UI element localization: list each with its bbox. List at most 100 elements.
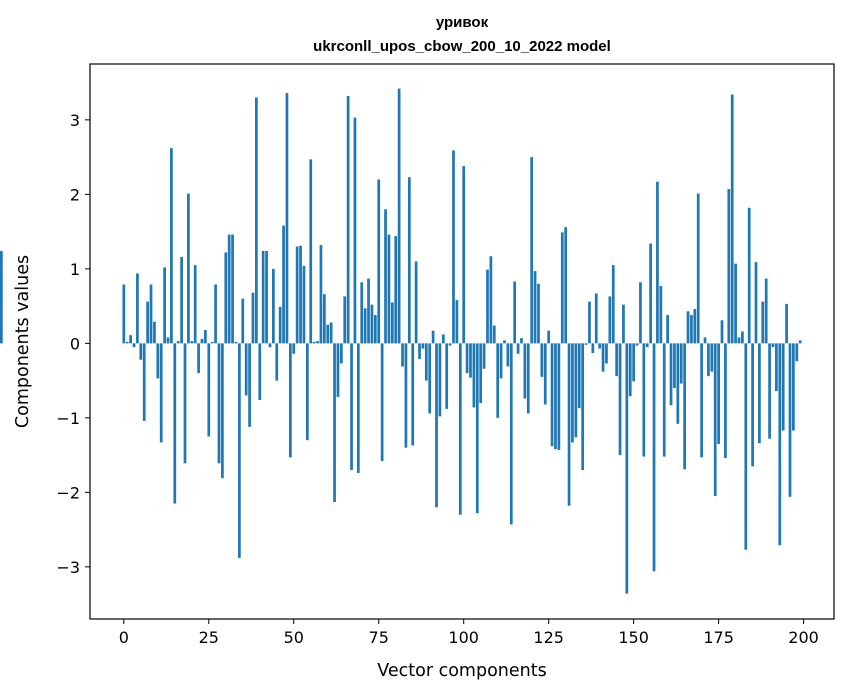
- bar-73: [370, 304, 374, 344]
- bar-152: [639, 282, 642, 344]
- bar-183: [744, 343, 748, 550]
- bar-153: [642, 343, 646, 457]
- bar-55: [309, 159, 313, 344]
- bar-19: [187, 193, 190, 344]
- plot-frame: [89, 63, 835, 620]
- bar-16: [176, 341, 180, 344]
- bar-98: [455, 300, 459, 344]
- bar-172: [707, 343, 710, 377]
- bar-161: [669, 343, 673, 406]
- bar-179: [730, 94, 734, 344]
- bar-72: [367, 278, 370, 344]
- y-tick-label: 0: [70, 334, 80, 353]
- bar-97: [452, 150, 455, 344]
- bar-60: [326, 324, 330, 344]
- x-tick-label: 25: [199, 628, 219, 647]
- chart-title: уривок: [436, 14, 489, 31]
- bar-129: [560, 232, 564, 344]
- bar-176: [720, 320, 724, 344]
- bar-174: [713, 343, 717, 497]
- bar-180: [734, 263, 737, 344]
- bar-37: [248, 343, 251, 427]
- bar-71: [363, 308, 367, 344]
- bar-101: [465, 343, 469, 374]
- bar-59: [322, 294, 326, 344]
- bar-41: [261, 250, 265, 344]
- bar-160: [666, 315, 669, 344]
- bar-0: [122, 284, 126, 344]
- bar-186: [754, 262, 758, 344]
- bar-114: [509, 343, 513, 525]
- bar-65: [343, 296, 347, 344]
- bar-130: [564, 227, 568, 344]
- bar-63: [336, 343, 340, 397]
- y-tick-label: −2: [56, 483, 80, 502]
- x-tick-label: 175: [703, 628, 734, 647]
- bar-194: [781, 343, 785, 431]
- bar-134: [577, 343, 581, 409]
- bar-103: [472, 343, 476, 408]
- bar-154: [645, 343, 649, 348]
- bar-81: [397, 88, 401, 344]
- x-tick-label: 125: [533, 628, 564, 647]
- bar-57: [316, 341, 319, 344]
- bar-20: [190, 341, 194, 344]
- bar-43: [268, 343, 272, 348]
- bar-168: [693, 309, 697, 344]
- bar-163: [676, 343, 680, 424]
- bar-83: [404, 343, 408, 448]
- bar-29: [221, 343, 224, 479]
- bar-12: [163, 267, 166, 344]
- bar-177: [724, 343, 727, 459]
- bar-143: [608, 296, 612, 344]
- bar-191: [771, 343, 775, 348]
- bar-4: [136, 273, 139, 344]
- bar-112: [503, 340, 506, 344]
- bar-15: [173, 343, 177, 504]
- y-tick-label: −3: [56, 558, 80, 577]
- bar-18: [183, 343, 187, 464]
- bar-56: [312, 341, 316, 344]
- bar-38: [251, 292, 255, 344]
- bar-170: [700, 343, 703, 458]
- bar-190: [768, 343, 771, 439]
- bar-136: [584, 343, 588, 345]
- bar-23: [200, 338, 204, 344]
- bar-181: [737, 337, 741, 344]
- bar-99: [458, 343, 462, 515]
- bar-108: [489, 256, 493, 344]
- x-tick-label: 200: [788, 628, 819, 647]
- y-tick-label: 1: [70, 260, 80, 279]
- bar-113: [506, 343, 510, 367]
- bar-126: [550, 343, 554, 447]
- bar-76: [380, 343, 384, 462]
- bar-34: [238, 343, 241, 558]
- bar-182: [741, 331, 744, 344]
- x-tick-label: 100: [448, 628, 479, 647]
- y-tick-label: 3: [70, 111, 80, 130]
- bar-85: [411, 343, 415, 446]
- bar-148: [625, 343, 629, 594]
- bar-3: [132, 343, 136, 348]
- bar-167: [690, 315, 693, 344]
- bar-192: [775, 343, 778, 392]
- bar-165: [683, 343, 686, 470]
- bar-8: [149, 284, 153, 344]
- bar-122: [537, 283, 540, 344]
- bar-157: [656, 181, 659, 344]
- bar-46: [278, 306, 282, 344]
- bar-42: [265, 250, 268, 344]
- bar-166: [686, 311, 690, 344]
- bar-25: [207, 343, 211, 437]
- bar-199: [798, 340, 802, 344]
- bar-52: [299, 245, 302, 344]
- bar-150: [632, 343, 635, 382]
- bar-127: [554, 343, 557, 450]
- bar-195: [785, 303, 788, 344]
- bar-14: [170, 148, 173, 344]
- bar-28: [217, 343, 221, 464]
- bar-66: [346, 96, 350, 344]
- bar-151: [635, 343, 639, 346]
- bar-140: [598, 343, 602, 349]
